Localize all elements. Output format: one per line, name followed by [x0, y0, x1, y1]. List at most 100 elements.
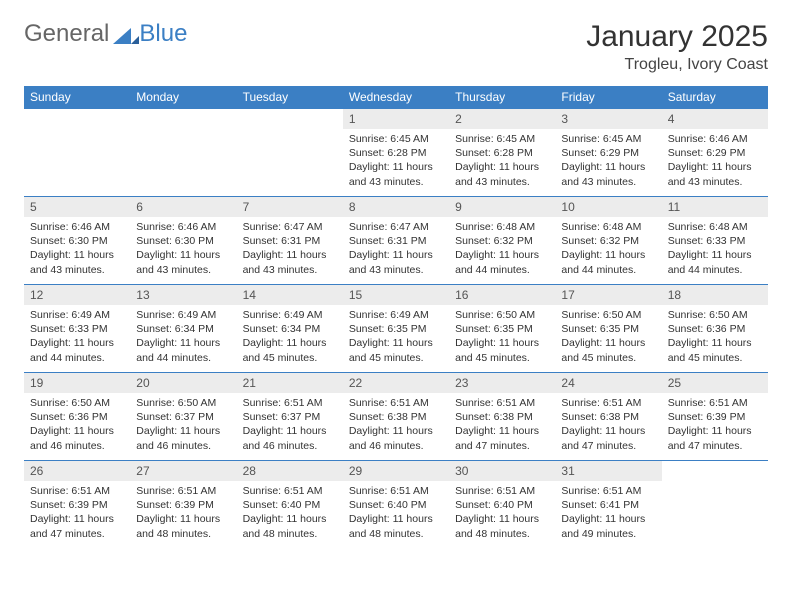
dayheader-thursday: Thursday	[449, 86, 555, 109]
dayheader-tuesday: Tuesday	[237, 86, 343, 109]
day-cell: 20Sunrise: 6:50 AMSunset: 6:37 PMDayligh…	[130, 373, 236, 461]
dayheader-monday: Monday	[130, 86, 236, 109]
day-cell: 10Sunrise: 6:48 AMSunset: 6:32 PMDayligh…	[555, 197, 661, 285]
day-cell: 11Sunrise: 6:48 AMSunset: 6:33 PMDayligh…	[662, 197, 768, 285]
day-number: 13	[130, 285, 236, 305]
day-details: Sunrise: 6:51 AMSunset: 6:40 PMDaylight:…	[449, 481, 555, 547]
day-cell: 14Sunrise: 6:49 AMSunset: 6:34 PMDayligh…	[237, 285, 343, 373]
day-number: 23	[449, 373, 555, 393]
day-cell: 17Sunrise: 6:50 AMSunset: 6:35 PMDayligh…	[555, 285, 661, 373]
day-details: Sunrise: 6:47 AMSunset: 6:31 PMDaylight:…	[343, 217, 449, 283]
calendar-head: SundayMondayTuesdayWednesdayThursdayFrid…	[24, 86, 768, 109]
day-number: 14	[237, 285, 343, 305]
day-details: Sunrise: 6:51 AMSunset: 6:38 PMDaylight:…	[555, 393, 661, 459]
day-number: 8	[343, 197, 449, 217]
day-number: 31	[555, 461, 661, 481]
day-details: Sunrise: 6:48 AMSunset: 6:32 PMDaylight:…	[449, 217, 555, 283]
day-cell: 6Sunrise: 6:46 AMSunset: 6:30 PMDaylight…	[130, 197, 236, 285]
day-number: 10	[555, 197, 661, 217]
day-number: 27	[130, 461, 236, 481]
day-cell: 21Sunrise: 6:51 AMSunset: 6:37 PMDayligh…	[237, 373, 343, 461]
day-cell: 4Sunrise: 6:46 AMSunset: 6:29 PMDaylight…	[662, 109, 768, 197]
day-number: 24	[555, 373, 661, 393]
day-details: Sunrise: 6:50 AMSunset: 6:37 PMDaylight:…	[130, 393, 236, 459]
location-text: Trogleu, Ivory Coast	[586, 56, 768, 74]
day-number: 21	[237, 373, 343, 393]
day-details: Sunrise: 6:50 AMSunset: 6:35 PMDaylight:…	[555, 305, 661, 371]
day-number: 26	[24, 461, 130, 481]
day-details: Sunrise: 6:51 AMSunset: 6:39 PMDaylight:…	[24, 481, 130, 547]
day-details: Sunrise: 6:51 AMSunset: 6:39 PMDaylight:…	[130, 481, 236, 547]
day-number: 1	[343, 109, 449, 129]
day-number: 16	[449, 285, 555, 305]
day-cell: 26Sunrise: 6:51 AMSunset: 6:39 PMDayligh…	[24, 461, 130, 549]
day-number: 7	[237, 197, 343, 217]
dayheader-sunday: Sunday	[24, 86, 130, 109]
day-cell: 22Sunrise: 6:51 AMSunset: 6:38 PMDayligh…	[343, 373, 449, 461]
day-cell: 3Sunrise: 6:45 AMSunset: 6:29 PMDaylight…	[555, 109, 661, 197]
calendar-row: 19Sunrise: 6:50 AMSunset: 6:36 PMDayligh…	[24, 373, 768, 461]
day-details: Sunrise: 6:51 AMSunset: 6:37 PMDaylight:…	[237, 393, 343, 459]
day-details: Sunrise: 6:49 AMSunset: 6:34 PMDaylight:…	[237, 305, 343, 371]
day-number: 25	[662, 373, 768, 393]
calendar-row: 1Sunrise: 6:45 AMSunset: 6:28 PMDaylight…	[24, 109, 768, 197]
day-details: Sunrise: 6:50 AMSunset: 6:36 PMDaylight:…	[24, 393, 130, 459]
day-details: Sunrise: 6:50 AMSunset: 6:36 PMDaylight:…	[662, 305, 768, 371]
day-cell: 15Sunrise: 6:49 AMSunset: 6:35 PMDayligh…	[343, 285, 449, 373]
day-number: 15	[343, 285, 449, 305]
day-number: 17	[555, 285, 661, 305]
day-number: 6	[130, 197, 236, 217]
day-cell: 23Sunrise: 6:51 AMSunset: 6:38 PMDayligh…	[449, 373, 555, 461]
day-number: 11	[662, 197, 768, 217]
day-number: 2	[449, 109, 555, 129]
day-number: 9	[449, 197, 555, 217]
day-details: Sunrise: 6:51 AMSunset: 6:40 PMDaylight:…	[237, 481, 343, 547]
day-details: Sunrise: 6:45 AMSunset: 6:28 PMDaylight:…	[449, 129, 555, 195]
empty-cell	[662, 461, 768, 549]
day-cell: 24Sunrise: 6:51 AMSunset: 6:38 PMDayligh…	[555, 373, 661, 461]
logo-triangle-icon	[113, 24, 139, 44]
day-cell: 5Sunrise: 6:46 AMSunset: 6:30 PMDaylight…	[24, 197, 130, 285]
day-details: Sunrise: 6:47 AMSunset: 6:31 PMDaylight:…	[237, 217, 343, 283]
day-cell: 27Sunrise: 6:51 AMSunset: 6:39 PMDayligh…	[130, 461, 236, 549]
day-number: 3	[555, 109, 661, 129]
calendar-table: SundayMondayTuesdayWednesdayThursdayFrid…	[24, 86, 768, 549]
logo-text-2: Blue	[139, 20, 187, 48]
day-cell: 12Sunrise: 6:49 AMSunset: 6:33 PMDayligh…	[24, 285, 130, 373]
dayheader-friday: Friday	[555, 86, 661, 109]
day-number: 18	[662, 285, 768, 305]
day-cell: 2Sunrise: 6:45 AMSunset: 6:28 PMDaylight…	[449, 109, 555, 197]
page-header: General Blue January 2025 Trogleu, Ivory…	[24, 20, 768, 74]
day-cell: 29Sunrise: 6:51 AMSunset: 6:40 PMDayligh…	[343, 461, 449, 549]
empty-cell	[24, 109, 130, 197]
day-details: Sunrise: 6:51 AMSunset: 6:38 PMDaylight:…	[449, 393, 555, 459]
day-details: Sunrise: 6:49 AMSunset: 6:33 PMDaylight:…	[24, 305, 130, 371]
day-cell: 19Sunrise: 6:50 AMSunset: 6:36 PMDayligh…	[24, 373, 130, 461]
day-details: Sunrise: 6:51 AMSunset: 6:39 PMDaylight:…	[662, 393, 768, 459]
day-cell: 25Sunrise: 6:51 AMSunset: 6:39 PMDayligh…	[662, 373, 768, 461]
day-number: 28	[237, 461, 343, 481]
logo: General Blue	[24, 20, 187, 48]
day-cell: 18Sunrise: 6:50 AMSunset: 6:36 PMDayligh…	[662, 285, 768, 373]
daynum-empty	[130, 109, 236, 129]
calendar-row: 26Sunrise: 6:51 AMSunset: 6:39 PMDayligh…	[24, 461, 768, 549]
calendar-row: 12Sunrise: 6:49 AMSunset: 6:33 PMDayligh…	[24, 285, 768, 373]
day-details: Sunrise: 6:50 AMSunset: 6:35 PMDaylight:…	[449, 305, 555, 371]
day-cell: 13Sunrise: 6:49 AMSunset: 6:34 PMDayligh…	[130, 285, 236, 373]
day-details: Sunrise: 6:48 AMSunset: 6:33 PMDaylight:…	[662, 217, 768, 283]
day-details: Sunrise: 6:51 AMSunset: 6:40 PMDaylight:…	[343, 481, 449, 547]
day-details: Sunrise: 6:46 AMSunset: 6:30 PMDaylight:…	[24, 217, 130, 283]
day-details: Sunrise: 6:46 AMSunset: 6:30 PMDaylight:…	[130, 217, 236, 283]
day-details: Sunrise: 6:48 AMSunset: 6:32 PMDaylight:…	[555, 217, 661, 283]
day-cell: 8Sunrise: 6:47 AMSunset: 6:31 PMDaylight…	[343, 197, 449, 285]
day-cell: 28Sunrise: 6:51 AMSunset: 6:40 PMDayligh…	[237, 461, 343, 549]
empty-cell	[237, 109, 343, 197]
day-details: Sunrise: 6:45 AMSunset: 6:28 PMDaylight:…	[343, 129, 449, 195]
day-number: 12	[24, 285, 130, 305]
day-cell: 1Sunrise: 6:45 AMSunset: 6:28 PMDaylight…	[343, 109, 449, 197]
logo-text-1: General	[24, 20, 109, 48]
day-details: Sunrise: 6:51 AMSunset: 6:38 PMDaylight:…	[343, 393, 449, 459]
day-details: Sunrise: 6:46 AMSunset: 6:29 PMDaylight:…	[662, 129, 768, 195]
day-cell: 7Sunrise: 6:47 AMSunset: 6:31 PMDaylight…	[237, 197, 343, 285]
day-number: 4	[662, 109, 768, 129]
